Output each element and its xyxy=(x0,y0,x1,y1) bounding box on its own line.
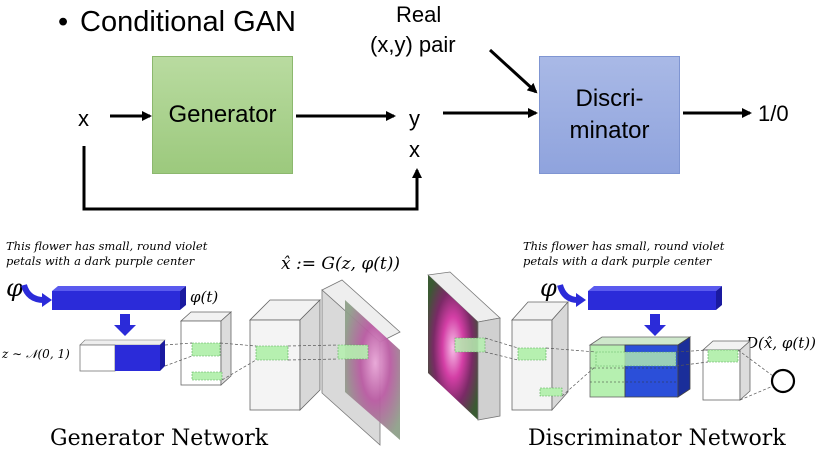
phi-left-curve xyxy=(21,284,45,303)
generator-label: Generator xyxy=(168,101,277,128)
text-right-line2: petals with a dark purple center xyxy=(523,254,712,268)
real-label-line2: (x,y) pair xyxy=(370,32,456,57)
output-x-label: x xyxy=(409,137,420,162)
caption-text-left: This flower has small, round violet peta… xyxy=(6,239,207,269)
down-arrow-left xyxy=(114,314,136,336)
discriminator-output-node xyxy=(770,368,796,394)
input-x-label: x xyxy=(78,106,89,131)
text-left-line2: petals with a dark purple center xyxy=(6,254,195,268)
text-embedding-bar-left xyxy=(52,286,186,310)
real-label-line1: Real xyxy=(396,2,442,27)
discriminator-box: Discri- minator xyxy=(539,56,680,174)
generator-box: Generator xyxy=(152,56,293,174)
output-y-label: y xyxy=(409,106,420,131)
arrow-x-skip-connection xyxy=(82,146,422,211)
discriminator-layer-1 xyxy=(511,300,569,412)
generator-connectors xyxy=(164,342,339,381)
discriminator-layer-2 xyxy=(701,340,752,401)
diagram-title: Conditional GAN xyxy=(80,6,296,38)
text-right-line1: This flower has small, round violet xyxy=(523,239,725,253)
discriminator-network-caption: Discriminator Network xyxy=(528,426,786,451)
xhat-formula: x̂ := G(z, φ(t)) xyxy=(281,254,400,274)
generated-image xyxy=(321,279,401,446)
text-left-line1: This flower has small, round violet xyxy=(6,239,208,253)
generator-network-caption: Generator Network xyxy=(50,426,269,451)
discriminator-input-image xyxy=(427,271,501,421)
generator-layer-1 xyxy=(179,311,233,386)
arrow-real-to-discriminator xyxy=(488,48,538,94)
bullet: • xyxy=(58,6,69,38)
text-embedding-bar-right xyxy=(588,286,722,310)
concat-bar-left xyxy=(79,339,166,372)
phi-left-symbol: φ xyxy=(6,274,23,302)
discriminator-label-line2: minator xyxy=(569,117,650,144)
discriminator-label-line1: Discri- xyxy=(575,85,644,112)
down-arrow-right xyxy=(644,314,666,336)
phi-right-symbol: φ xyxy=(540,274,557,302)
discriminator-concat-block xyxy=(588,336,692,398)
phi-right-curve xyxy=(557,284,579,303)
d-formula: D(x̂, φ(t)) xyxy=(746,334,816,352)
generator-layer-2 xyxy=(249,299,321,411)
result-label: 1/0 xyxy=(758,101,789,126)
z-distribution-label: z ∼ 𝒩(0, 1) xyxy=(2,347,70,361)
caption-text-right: This flower has small, round violet peta… xyxy=(523,239,724,269)
discriminator-connectors xyxy=(484,337,774,401)
phi-t-left-label: φ(t) xyxy=(190,288,219,306)
